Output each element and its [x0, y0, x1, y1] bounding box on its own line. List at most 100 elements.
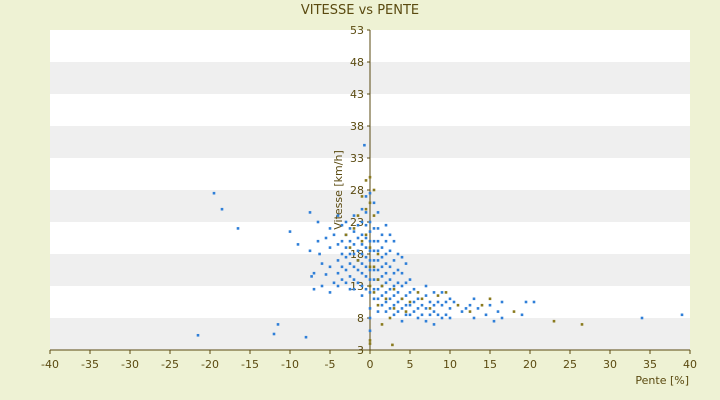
data-point [412, 310, 416, 313]
data-point [408, 278, 412, 281]
data-point [484, 313, 488, 317]
data-point [640, 316, 644, 320]
x-tick-label: -35 [81, 358, 99, 371]
data-point [472, 316, 476, 320]
data-point [380, 233, 384, 237]
data-point [372, 239, 376, 243]
data-point [352, 230, 356, 233]
data-point [364, 255, 368, 259]
data-point [464, 307, 468, 310]
y-tick-label: 18 [350, 248, 364, 261]
data-point [352, 265, 356, 269]
data-point [392, 284, 396, 288]
data-point [372, 278, 376, 281]
data-point [328, 227, 332, 230]
data-point [348, 262, 352, 265]
data-point [336, 243, 340, 246]
x-tick-label: -30 [121, 358, 139, 371]
data-point [432, 323, 436, 326]
data-point [372, 227, 376, 230]
data-point [288, 230, 292, 233]
data-point [384, 310, 388, 313]
data-point [348, 252, 352, 256]
y-tick-label: 3 [357, 344, 364, 357]
data-point [372, 297, 376, 301]
data-point [368, 259, 372, 262]
data-point [352, 227, 356, 230]
data-point [496, 310, 500, 313]
data-point [384, 297, 388, 301]
data-point [380, 265, 384, 269]
data-point [364, 195, 368, 198]
data-point [356, 259, 360, 262]
data-point [400, 255, 404, 259]
data-point [520, 313, 524, 317]
data-point [364, 287, 368, 291]
data-point [368, 316, 372, 320]
y-tick-label: 43 [350, 88, 364, 101]
y-tick-label: 38 [350, 120, 364, 133]
y-tick-label: 23 [350, 216, 364, 229]
data-point [436, 313, 440, 317]
data-point [363, 143, 366, 147]
data-point [400, 297, 404, 301]
data-point [328, 265, 332, 269]
data-point [404, 313, 408, 317]
data-point [384, 271, 388, 275]
data-point [412, 300, 416, 304]
data-point [412, 287, 416, 291]
data-point [348, 246, 352, 249]
data-point [428, 313, 432, 317]
data-point [444, 300, 448, 304]
data-point [364, 275, 368, 278]
data-point [332, 233, 336, 237]
data-point [368, 175, 372, 179]
data-point [356, 281, 360, 285]
data-point [416, 297, 420, 301]
data-point [388, 307, 392, 310]
data-point [360, 252, 364, 256]
data-point [404, 310, 408, 313]
y-tick-label: 8 [357, 312, 364, 325]
data-point [356, 268, 360, 272]
data-point [392, 303, 396, 307]
data-point [276, 323, 280, 326]
data-point [312, 287, 316, 291]
data-point [328, 291, 332, 294]
data-point [408, 300, 412, 304]
data-point [424, 307, 428, 310]
data-point [392, 271, 396, 275]
data-point [364, 246, 368, 249]
data-point [392, 313, 396, 317]
data-point [396, 252, 400, 256]
data-point [372, 268, 376, 272]
data-point [368, 230, 372, 233]
data-point [368, 284, 372, 288]
data-point [360, 243, 364, 246]
data-point [360, 262, 364, 265]
data-point [356, 236, 360, 240]
data-point [444, 291, 448, 294]
data-point [404, 303, 408, 307]
data-point [340, 239, 344, 243]
data-point [376, 239, 380, 243]
data-point [360, 233, 364, 237]
data-point [396, 291, 400, 294]
data-point [396, 310, 400, 313]
data-point [400, 319, 404, 323]
data-point [352, 214, 356, 217]
x-tick-label: 35 [643, 358, 657, 371]
data-point [368, 278, 372, 281]
data-point [384, 291, 388, 294]
data-point [376, 297, 380, 301]
data-point [368, 307, 372, 310]
data-point [436, 294, 440, 297]
data-point [316, 220, 320, 224]
data-point [332, 281, 336, 285]
chart-title: VITESSE vs PENTE [301, 3, 419, 18]
data-point [320, 262, 324, 265]
data-point [380, 275, 384, 278]
data-point [352, 278, 356, 281]
data-point [476, 307, 480, 310]
